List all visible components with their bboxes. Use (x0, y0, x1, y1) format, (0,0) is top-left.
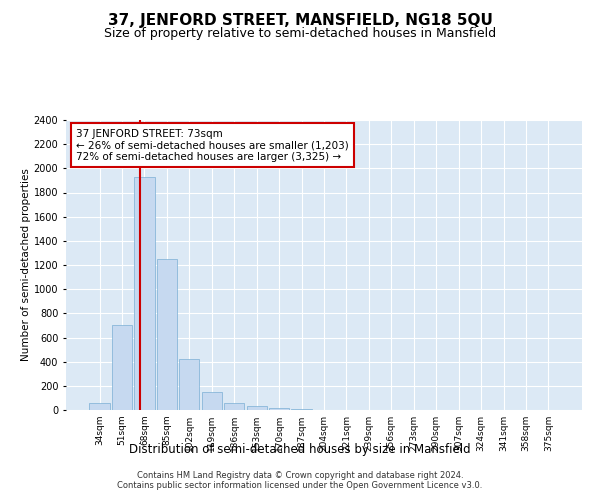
Text: Size of property relative to semi-detached houses in Mansfield: Size of property relative to semi-detach… (104, 28, 496, 40)
Bar (269, 408, 289, 410)
Bar (89, 403, 110, 410)
Bar (292, 409, 311, 410)
Text: Distribution of semi-detached houses by size in Mansfield: Distribution of semi-detached houses by … (129, 442, 471, 456)
Text: 37, JENFORD STREET, MANSFIELD, NG18 5QU: 37, JENFORD STREET, MANSFIELD, NG18 5QU (107, 12, 493, 28)
Bar (179, 359, 199, 410)
Text: Contains HM Land Registry data © Crown copyright and database right 2024.
Contai: Contains HM Land Registry data © Crown c… (118, 470, 482, 490)
Y-axis label: Number of semi-detached properties: Number of semi-detached properties (21, 168, 31, 362)
Bar (224, 404, 244, 410)
Text: 37 JENFORD STREET: 73sqm
← 26% of semi-detached houses are smaller (1,203)
72% o: 37 JENFORD STREET: 73sqm ← 26% of semi-d… (76, 128, 349, 162)
Bar (202, 392, 222, 410)
Bar (112, 326, 132, 410)
Bar (247, 406, 267, 410)
Bar (134, 177, 155, 410)
Bar (157, 259, 177, 410)
